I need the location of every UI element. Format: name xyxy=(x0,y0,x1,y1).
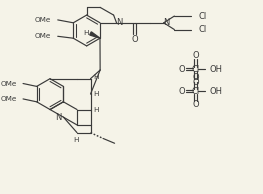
Text: H: H xyxy=(73,137,79,143)
Text: O: O xyxy=(192,78,199,87)
Text: H: H xyxy=(94,74,99,80)
Text: O: O xyxy=(192,73,199,82)
Text: O: O xyxy=(179,87,185,96)
Text: O: O xyxy=(192,100,199,109)
Text: N: N xyxy=(163,18,170,27)
Text: OH: OH xyxy=(210,87,223,96)
Text: OH: OH xyxy=(210,65,223,74)
Text: Cl: Cl xyxy=(191,87,200,96)
Text: H: H xyxy=(94,91,99,97)
Text: Cl: Cl xyxy=(199,25,207,34)
Text: H: H xyxy=(94,107,99,113)
Text: OMe: OMe xyxy=(35,33,51,39)
Text: N: N xyxy=(116,18,123,27)
Text: H: H xyxy=(83,30,88,36)
Polygon shape xyxy=(90,32,100,38)
Text: OMe: OMe xyxy=(35,17,51,23)
Text: N: N xyxy=(55,113,62,122)
Text: O: O xyxy=(132,35,138,44)
Text: OMe: OMe xyxy=(1,81,17,87)
Text: O: O xyxy=(192,51,199,60)
Text: OMe: OMe xyxy=(1,96,17,102)
Text: Cl: Cl xyxy=(199,12,207,21)
Text: Cl: Cl xyxy=(191,65,200,74)
Text: O: O xyxy=(179,65,185,74)
